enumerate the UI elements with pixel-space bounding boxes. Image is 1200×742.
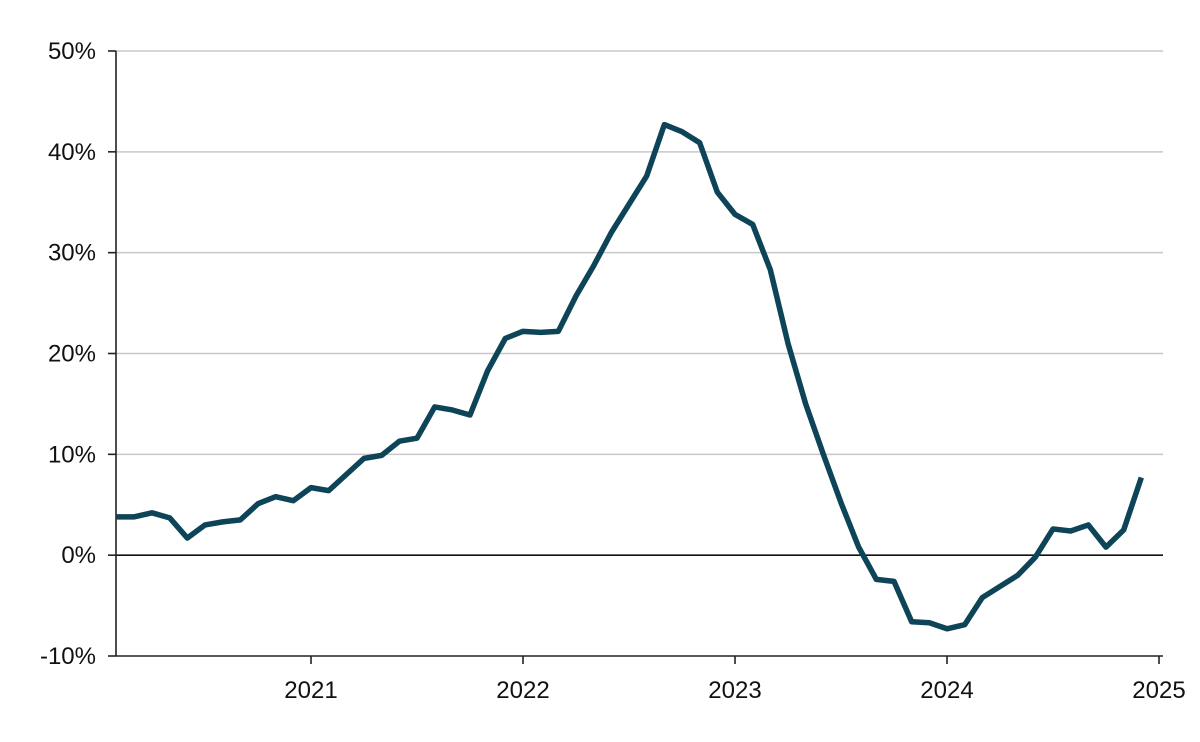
tick-labels: 50% 40% 30% 20% 10% 0% -10% 2021 2022 2023 2024 202… bbox=[40, 38, 1186, 704]
y-tick-label: 20% bbox=[48, 341, 96, 368]
y-tick-label: 0% bbox=[61, 542, 96, 569]
series-line bbox=[116, 121, 1144, 632]
x-tick-label: 2021 bbox=[284, 677, 337, 704]
y-tick-label: 40% bbox=[48, 139, 96, 166]
y-tick-label: 50% bbox=[48, 38, 96, 65]
x-tick-label: 2024 bbox=[920, 677, 973, 704]
y-tick-label: -10% bbox=[40, 643, 96, 670]
x-tick-label: 2022 bbox=[496, 677, 549, 704]
x-tick-label: 2025 bbox=[1132, 677, 1185, 704]
x-tick-label: 2023 bbox=[708, 677, 761, 704]
gridlines bbox=[116, 50, 1163, 456]
y-tick-label: 30% bbox=[48, 240, 96, 267]
series-layer bbox=[116, 121, 1144, 632]
y-tick-label: 10% bbox=[48, 441, 96, 468]
axes bbox=[108, 50, 1163, 664]
